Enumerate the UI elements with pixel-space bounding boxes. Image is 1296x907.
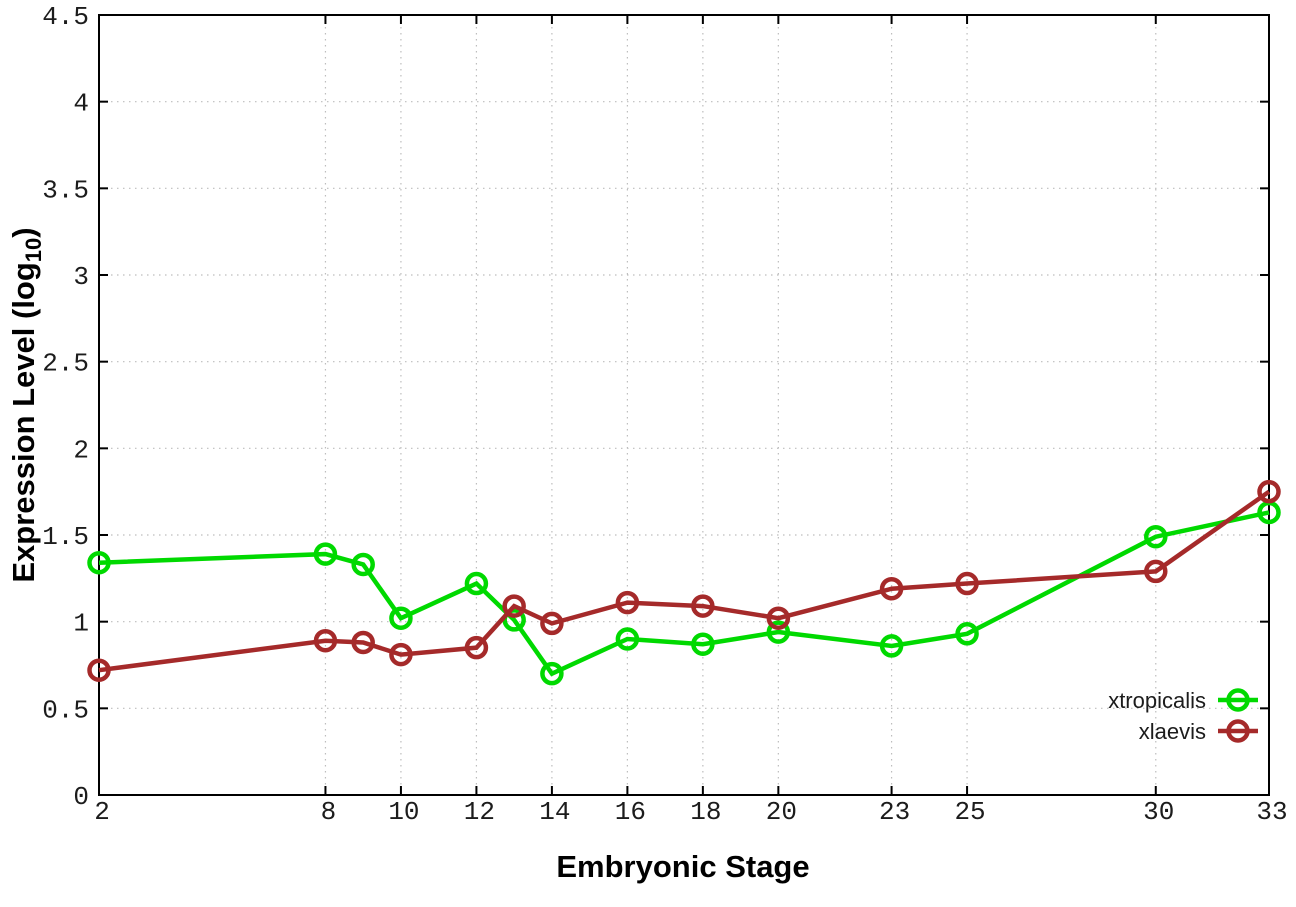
y-tick-label: 1: [73, 609, 89, 639]
y-axis-title: Expression Level (log10): [6, 227, 46, 582]
legend-marker-sample: [1226, 719, 1250, 743]
axis-layer: 2 8 10 12 14 16 18 20 23 25 30 33 0 0.5 1 1.5 2 2.5 3 3.5 4 4…: [42, 2, 1287, 827]
marker-xtropicalis: [955, 622, 979, 646]
marker-xlaevis: [879, 576, 904, 601]
y-tick-label: 0: [73, 782, 89, 812]
marker-xlaevis: [313, 628, 338, 653]
y-tick-label: 2: [73, 435, 89, 465]
grid-layer: [99, 15, 1269, 795]
y-tick-label: 0.5: [42, 695, 89, 725]
x-tick-label: 25: [954, 797, 985, 827]
y-tick-label: 4.5: [42, 2, 89, 32]
x-tick-label: 30: [1143, 797, 1174, 827]
x-tick-label: 33: [1256, 797, 1287, 827]
marker-xlaevis: [464, 635, 489, 660]
x-tick-label: 20: [766, 797, 797, 827]
marker-xlaevis: [955, 571, 979, 596]
x-tick-label: 2: [94, 797, 110, 827]
x-tick-label: 16: [615, 797, 646, 827]
marker-xlaevis: [615, 590, 640, 615]
legend-label-xlaevis: xlaevis: [1139, 719, 1206, 744]
marker-xlaevis: [1257, 479, 1281, 504]
marker-xtropicalis: [313, 542, 338, 566]
marker-xtropicalis: [615, 627, 640, 651]
marker-xtropicalis: [879, 634, 904, 658]
marker-xtropicalis: [1144, 524, 1168, 549]
marker-xtropicalis: [464, 571, 489, 596]
legend-item-xlaevis: xlaevis: [1139, 719, 1258, 744]
marker-xtropicalis: [502, 608, 526, 632]
marker-xlaevis: [87, 658, 111, 682]
x-tick-label: 18: [690, 797, 721, 827]
marker-xlaevis: [540, 611, 564, 636]
marker-xlaevis: [1144, 559, 1168, 584]
y-tick-label: 3.5: [42, 175, 89, 205]
marker-xlaevis: [389, 642, 413, 667]
marker-xtropicalis: [87, 550, 111, 575]
x-tick-label: 14: [539, 797, 570, 827]
series-line-xlaevis: [98, 489, 1271, 673]
y-tick-label: 3: [73, 262, 89, 292]
y-tick-label: 4: [73, 89, 89, 119]
series-layer: [87, 479, 1281, 686]
legend-layer: xtropicalis xlaevis: [1108, 688, 1258, 744]
plot-border: [98, 14, 1270, 796]
marker-xlaevis: [351, 630, 375, 655]
x-tick-label: 23: [879, 797, 910, 827]
y-tick-label: 2.5: [42, 349, 89, 379]
marker-xlaevis: [766, 606, 791, 630]
y-tick-label: 1.5: [42, 522, 89, 552]
marker-xtropicalis: [389, 606, 413, 630]
x-tick-label: 8: [321, 797, 337, 827]
legend-label-xtropicalis: xtropicalis: [1108, 688, 1206, 713]
marker-xtropicalis: [691, 632, 715, 656]
legend-marker-sample: [1226, 688, 1250, 712]
marker-xtropicalis: [540, 661, 564, 686]
marker-xtropicalis: [351, 552, 375, 577]
x-tick-label: 10: [388, 797, 419, 827]
x-axis-title: Embryonic Stage: [556, 849, 809, 884]
x-tick-label: 12: [464, 797, 495, 827]
legend-item-xtropicalis: xtropicalis: [1108, 688, 1258, 713]
marker-xtropicalis: [766, 620, 791, 644]
marker-xlaevis: [502, 594, 526, 618]
marker-xlaevis: [691, 594, 715, 618]
